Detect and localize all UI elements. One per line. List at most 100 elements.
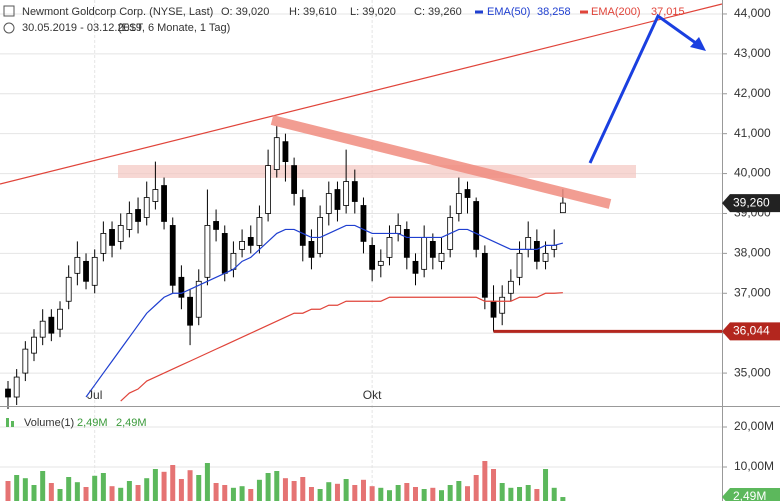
volume-bar [144,478,150,501]
volume-bar [378,487,384,501]
ohlc-label: L: 39,020 [350,6,396,18]
down-trend-line [270,115,612,209]
candle-body [395,225,402,234]
candle-body [135,209,141,222]
legend-label: EMA(200) [591,6,641,18]
volume-bar [178,479,184,501]
note: (EST, 6 Monate, 1 Tag) [118,22,230,34]
volume-bar [118,487,124,501]
candle-body [204,225,211,278]
volume-bar [204,463,210,501]
candle-body [542,252,549,262]
last-volume-label: 2,49M [733,489,766,501]
volume-bar [265,473,271,501]
volume-value: 2,49M [77,417,108,429]
volume-bar [456,481,462,501]
volume-icon [6,418,9,427]
y-tick-label: 41,000 [734,126,771,140]
y-tick-label: 35,000 [734,365,771,379]
candle-body [117,225,124,242]
volume-bar [256,479,262,501]
ema-line [85,224,564,398]
candle-body [57,308,63,330]
volume-bar [92,475,98,501]
candle-body [291,165,298,194]
candle-body [169,225,176,286]
volume-bar [5,481,11,501]
volume-bar [404,483,410,501]
volume-bar [74,482,80,501]
y-tick-label: 37,000 [734,285,771,299]
candle-body [481,252,488,298]
y-tick-label: 38,000 [734,246,771,260]
volume-bar [196,475,202,501]
volume-bar [412,487,418,501]
candle-body [455,193,462,214]
candle-body [195,280,202,318]
volume-bar [291,481,297,501]
legend-value: 38,258 [537,6,571,18]
volume-bar [326,482,332,501]
ema-line [120,292,563,402]
candle-body [31,336,37,354]
volume-bar [109,486,115,501]
candle-body [178,276,185,298]
candle-body [533,241,540,262]
candle-body [91,256,98,286]
trend-line [0,3,723,185]
candle-body [360,205,367,242]
x-tick-label: Okt [363,388,382,402]
volume-bar [135,485,141,501]
candle-body [100,233,107,254]
volume-bar [170,465,176,501]
volume-bar [83,487,89,501]
volume-bar [560,497,566,501]
volume-bar [14,475,20,501]
volume-bar [126,481,132,501]
candle-body [516,252,523,278]
candle-body [265,165,272,214]
volume-bar [508,487,514,501]
candle-body [109,229,115,246]
candle-body [83,260,89,282]
icon [3,5,15,17]
y-tick-label: 20,00M [734,419,774,433]
volume-bar [517,487,523,501]
candle-body [429,241,436,258]
candle-body [559,202,566,214]
marks [5,125,722,501]
arrow-head [690,37,706,51]
volume-bar [499,483,505,501]
y-tick-label: 40,000 [734,166,771,180]
volume-bar [31,485,37,501]
candle-body [48,316,55,334]
candle-body [369,244,376,270]
volume-bar [352,485,358,501]
volume-bar [482,461,488,501]
volume-bar [343,479,349,501]
chart-title: Newmont Goldcorp Corp. (NYSE, Last) [22,6,213,18]
volume-bar [248,489,254,501]
volume-bar [395,485,401,501]
ohlc-label: O: 39,020 [221,6,269,18]
candle-body [412,260,419,274]
y-tick-label: 42,000 [734,86,771,100]
clock-icon [3,22,15,34]
candle-body [308,241,315,258]
candle-body [282,141,289,163]
volume-bar [239,486,245,501]
volume-bar [230,487,236,501]
volume-bar [543,469,549,501]
ohlc-label: C: 39,260 [414,6,462,18]
volume-bar [551,487,557,501]
candle-body [490,300,497,318]
volume-bar [282,478,288,501]
resistance-zone [118,165,636,178]
candle-body [5,388,11,398]
y-tick-label: 10,00M [734,459,774,473]
volume-bar [534,489,540,501]
candle-body [74,256,81,274]
candle-body [247,237,254,246]
candle-body [325,193,332,214]
volume-bar [525,485,531,501]
